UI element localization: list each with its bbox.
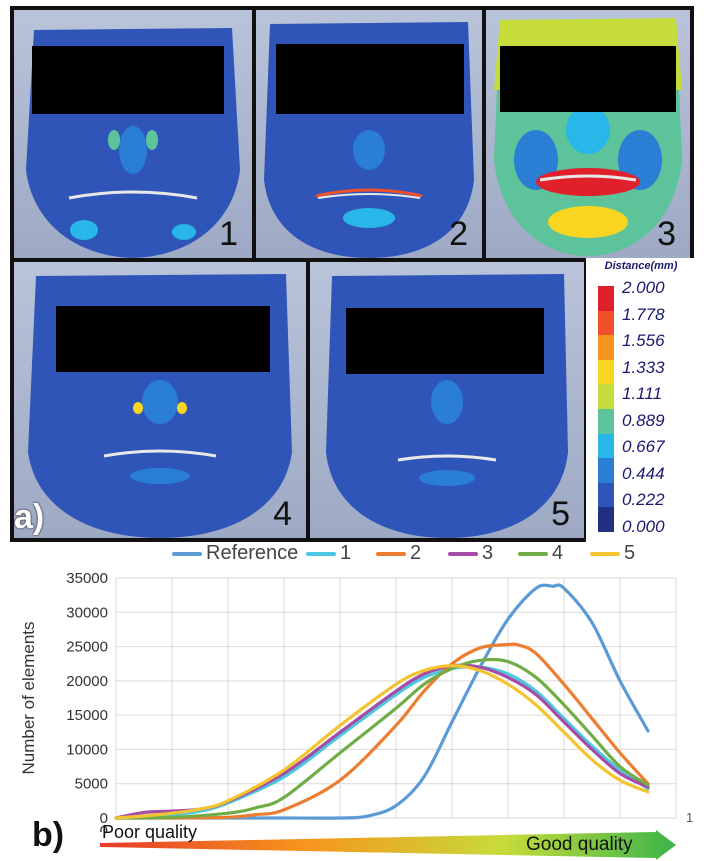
privacy-mask [500,46,676,112]
color-scale-swatch [598,458,614,483]
legend-item: 3 [448,542,493,565]
legend-line [518,551,548,556]
color-scale-bar [598,286,614,532]
face-scan-2: 2 [256,10,482,258]
legend-item: 4 [518,542,563,565]
legend-item: 5 [590,542,635,565]
y-tick-label: 35000 [66,570,108,587]
y-tick-label: 0 [100,810,108,827]
legend-line [448,551,478,556]
y-tick-label: 30000 [66,604,108,621]
face-scan-4: 4 [14,262,306,538]
face-scan-5: 5 [310,262,584,538]
color-scale-swatch [598,384,614,409]
legend-label: 4 [552,542,564,564]
panel-a-label: a) [14,498,45,536]
series-line-2 [114,642,650,820]
color-scale-value: 0.889 [622,410,665,430]
poor-quality-label: Poor quality [102,822,198,842]
legend-line [306,551,336,556]
y-axis-label: Number of elements [19,621,38,774]
color-scale-value: 2.000 [622,278,665,297]
chart-legend: Reference 1 2 3 4 5 [0,542,704,566]
legend-item: 2 [376,542,421,565]
legend-label: 2 [410,542,422,564]
face-label: 2 [449,215,468,253]
color-scale-value: 1.111 [622,384,663,403]
legend-label: Reference [206,542,299,564]
series-line-1 [114,665,650,820]
legend-label: 5 [624,542,636,564]
color-scale-swatch [598,507,614,532]
color-scale-value: 1.556 [622,331,665,350]
face-label: 1 [219,215,238,253]
legend-line [590,551,620,556]
color-scale-value: 0.000 [622,516,665,536]
panel-a: 1 2 3 [10,6,694,542]
color-scale-value: 0.444 [622,463,665,483]
face-scan-image [326,274,568,538]
color-scale: Distance(mm) 2.000 1.778 1.556 1.333 1.111 0.… [586,258,694,542]
legend-item: Reference [172,542,298,565]
series-line-4 [114,657,650,820]
face-label: 3 [657,215,676,253]
color-scale-value: 1.333 [622,357,665,377]
privacy-mask [32,46,224,114]
privacy-mask [276,44,464,114]
color-scale-swatch [598,310,614,336]
color-scale-value: 0.667 [622,437,665,456]
privacy-mask [346,308,544,374]
legend-label: 1 [340,542,352,564]
panel-b-label: b) [32,816,65,854]
color-scale-value: 1.778 [622,304,665,324]
legend-label: 3 [482,542,494,564]
face-scan-1: 1 [14,10,252,258]
series-line-reference [114,583,650,820]
quality-arrow [100,830,676,860]
color-scale-swatch [598,286,614,311]
series-line-5 [114,664,650,820]
face-scan-image [28,274,292,538]
face-label: 4 [273,495,292,533]
x-tick-label: 1 [686,810,693,825]
x-tick-label: 0 [100,823,108,832]
good-quality-label: Good quality [526,834,633,855]
y-tick-label: 15000 [66,707,108,724]
color-scale-swatch [598,433,614,459]
y-tick-label: 20000 [66,673,108,690]
y-tick-label: 25000 [66,639,108,656]
y-tick-label: 5000 [75,776,108,793]
privacy-mask [56,306,270,372]
color-scale-swatch [598,359,614,385]
legend-line [172,551,202,556]
color-scale-swatch [598,482,614,508]
face-scan-3: 3 [486,10,690,258]
color-scale-swatch [598,409,614,434]
line-chart: 0 5000 10000 15000 20000 25000 30000 35000 0 1 Num… [19,570,693,832]
color-scale-title: Distance(mm) [604,260,678,272]
legend-item: 1 [306,542,351,565]
face-label: 5 [551,495,570,533]
color-scale-value: 0.222 [622,490,665,509]
legend-line [376,551,406,556]
y-tick-label: 10000 [66,741,108,758]
color-scale-swatch [598,335,614,360]
